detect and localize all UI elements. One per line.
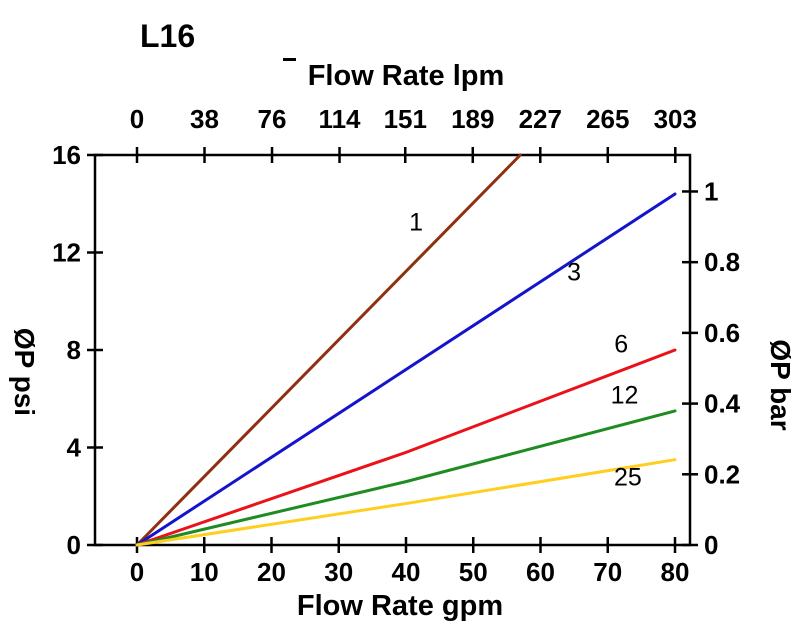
right-tick-label: 0.4: [704, 389, 741, 419]
right-tick-label: 0.8: [704, 247, 740, 277]
top-tick-label: 114: [319, 104, 361, 134]
chart-title: L16: [140, 18, 196, 54]
right-tick-label: 0: [704, 530, 718, 560]
series-line-12: [135, 409, 677, 547]
series-label-3: 3: [567, 259, 581, 287]
series-label-12: 12: [611, 382, 639, 410]
top-tick-label: 38: [190, 104, 219, 134]
x-tick-label: 50: [459, 557, 488, 587]
stray-mark: [283, 58, 296, 61]
x-tick-label: 30: [324, 557, 353, 587]
y-tick-label: 4: [67, 433, 82, 463]
right-tick-label: 1: [704, 176, 718, 206]
x-tick-label: 20: [257, 557, 286, 587]
top-axis-title: Flow Rate lpm: [307, 60, 505, 92]
top-tick-label: 151: [384, 104, 427, 134]
series-line-25: [135, 458, 677, 547]
y-tick-label: 12: [52, 238, 81, 268]
right-axis-title: ØP bar: [765, 339, 796, 431]
x-tick-label: 40: [392, 557, 421, 587]
top-tick-label: 189: [451, 104, 494, 134]
series-line-6: [135, 348, 677, 547]
x-tick-label: 80: [661, 557, 690, 587]
x-tick-label: 60: [526, 557, 555, 587]
top-tick-label: 227: [519, 104, 562, 134]
x-tick-label: 70: [593, 557, 622, 587]
plot-frame: [93, 153, 692, 547]
y-tick-label: 16: [52, 140, 81, 170]
left-axis-title: ØP psi: [9, 327, 40, 417]
top-tick-label: 303: [654, 104, 697, 134]
top-tick-label: 265: [586, 104, 629, 134]
series-label-1: 1: [409, 209, 423, 237]
y-tick-label: 0: [67, 530, 81, 560]
right-tick-label: 0.2: [704, 459, 740, 489]
bottom-axis-title: Flow Rate gpm: [296, 590, 504, 622]
series-line-3: [135, 192, 677, 547]
series-label-6: 6: [614, 330, 628, 358]
y-tick-label: 8: [67, 335, 81, 365]
series-line-1: [135, 153, 522, 547]
top-tick-label: 76: [258, 104, 287, 134]
x-tick-label: 10: [190, 557, 219, 587]
series-label-25: 25: [614, 463, 642, 491]
right-tick-label: 0.6: [704, 318, 740, 348]
x-tick-label: 0: [130, 557, 144, 587]
top-tick-label: 0: [130, 104, 144, 134]
